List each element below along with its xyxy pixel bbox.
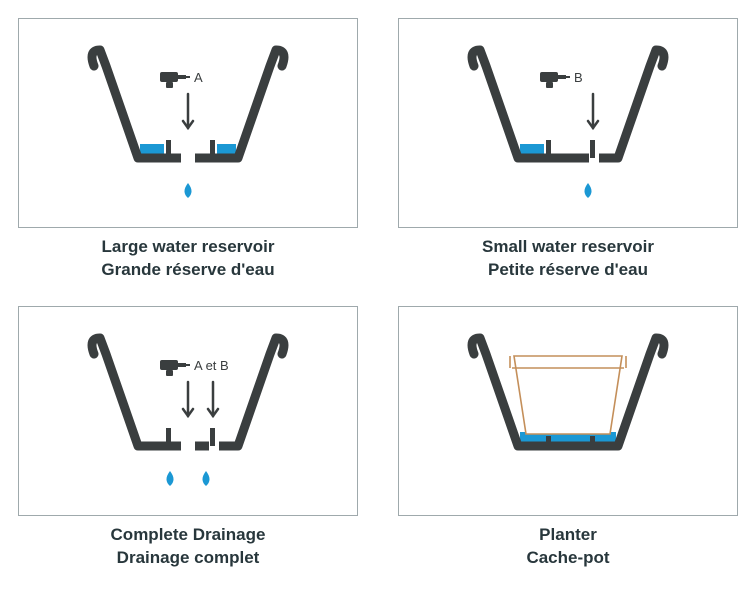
svg-text:A et B: A et B: [194, 358, 229, 373]
svg-text:A: A: [194, 70, 203, 85]
panel-large-reservoir: A Large water reservoir Grande réserve d'…: [18, 18, 358, 282]
panel-box: A: [18, 18, 358, 228]
caption-fr: Petite réserve d'eau: [488, 260, 648, 279]
panel-box: A et B: [18, 306, 358, 516]
panel-caption: Small water reservoir Petite réserve d'ea…: [482, 236, 654, 282]
caption-fr: Grande réserve d'eau: [101, 260, 274, 279]
pot-diagram: B: [428, 28, 708, 218]
caption-en: Complete Drainage: [111, 525, 266, 544]
panel-caption: Large water reservoir Grande réserve d'ea…: [101, 236, 274, 282]
panel-caption: Complete Drainage Drainage complet: [111, 524, 266, 570]
pot-diagram: A: [48, 28, 328, 218]
panel-box: [398, 306, 738, 516]
panel-complete-drainage: A et B Complete Drainage Drainage complet: [18, 306, 358, 570]
caption-en: Small water reservoir: [482, 237, 654, 256]
diagram-grid: A Large water reservoir Grande réserve d'…: [18, 18, 738, 570]
pot-diagram: A et B: [48, 316, 328, 506]
caption-fr: Cache-pot: [526, 548, 609, 567]
panel-planter: Planter Cache-pot: [398, 306, 738, 570]
panel-small-reservoir: B Small water reservoir Petite réserve d'…: [398, 18, 738, 282]
pot-diagram: [428, 316, 708, 506]
caption-en: Large water reservoir: [102, 237, 275, 256]
caption-fr: Drainage complet: [117, 548, 260, 567]
panel-box: B: [398, 18, 738, 228]
caption-en: Planter: [539, 525, 597, 544]
svg-text:B: B: [574, 70, 583, 85]
panel-caption: Planter Cache-pot: [526, 524, 609, 570]
